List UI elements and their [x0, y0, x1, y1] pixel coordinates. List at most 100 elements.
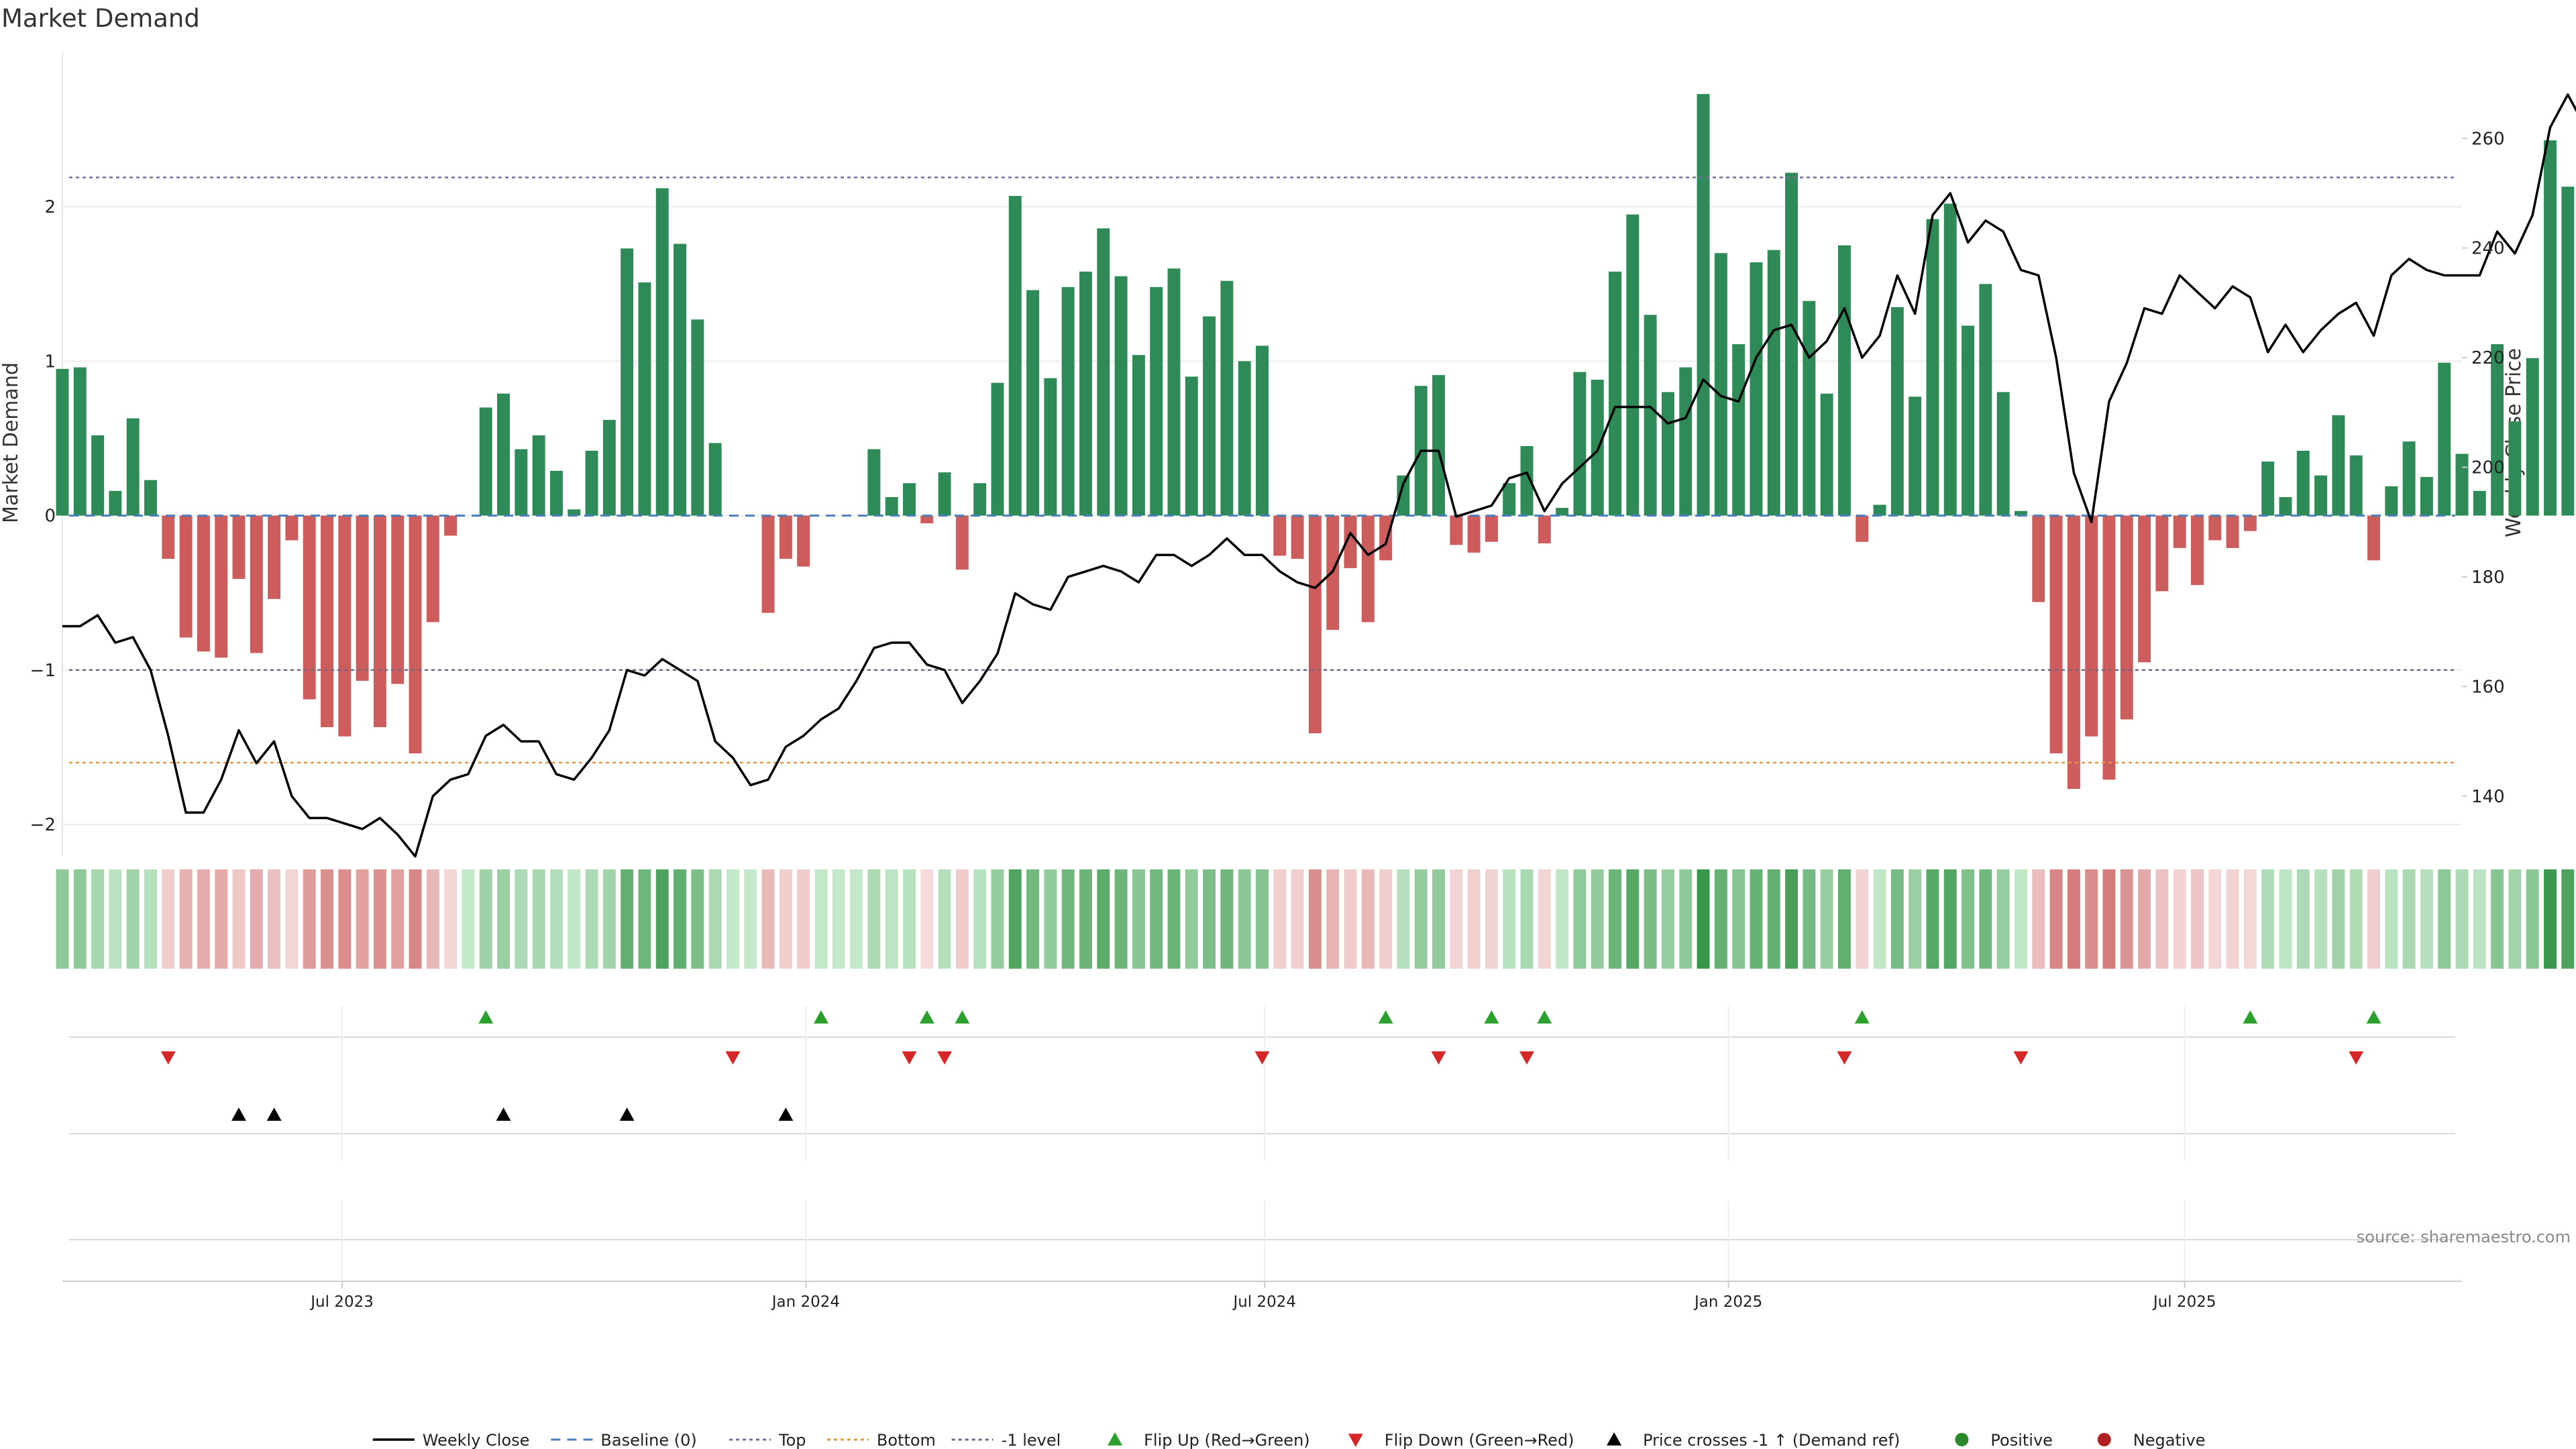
heat-cell — [568, 869, 581, 969]
demand-bar — [2226, 515, 2239, 548]
demand-bar — [1256, 345, 1269, 516]
heat-cell — [2314, 869, 2328, 969]
heat-cell — [2455, 869, 2469, 969]
heat-cell — [1520, 869, 1534, 969]
price-cross-marker — [231, 1108, 247, 1121]
heat-cell — [1609, 869, 1621, 969]
heat-cell — [2402, 869, 2416, 969]
legend-label: -1 level — [1002, 1431, 1061, 1449]
demand-bar — [73, 367, 87, 516]
flip-down-marker — [1519, 1051, 1535, 1065]
heat-cell — [2349, 869, 2363, 969]
demand-bar — [920, 515, 934, 524]
demand-bar — [2173, 515, 2186, 548]
legend-label: Flip Up (Red→Green) — [1144, 1431, 1310, 1449]
legend-swatch — [1108, 1432, 1123, 1446]
heat-cell — [638, 869, 651, 969]
demand-bar — [1379, 515, 1393, 561]
flip-down-marker — [902, 1051, 917, 1065]
legend-item-weekly_close: Weekly Close — [372, 1431, 529, 1449]
flip-down-marker — [160, 1051, 176, 1065]
demand-bar — [2385, 486, 2398, 516]
demand-bar — [1626, 214, 1640, 516]
heat-cell — [850, 869, 863, 969]
heat-cell — [444, 869, 458, 969]
heat-cell — [126, 869, 140, 969]
demand-bar — [1273, 515, 1287, 556]
heat-cell — [2438, 869, 2451, 969]
demand-bar — [1943, 203, 1957, 516]
demand-bar — [885, 496, 898, 516]
demand-bar — [1837, 245, 1851, 516]
demand-bar — [2067, 515, 2080, 790]
demand-bar — [1750, 262, 1763, 516]
heat-cell — [2226, 869, 2239, 969]
price-cross-marker — [496, 1108, 511, 1121]
heat-cell — [1873, 869, 1886, 969]
demand-bars — [56, 94, 2575, 790]
heat-cell — [2243, 869, 2257, 969]
demand-bar — [2049, 515, 2063, 754]
heat-cell — [1256, 869, 1269, 969]
heat-cell — [1767, 869, 1780, 969]
demand-bar — [2455, 453, 2469, 516]
demand-bar — [515, 449, 528, 516]
y2-tick-label: 140 — [2471, 787, 2505, 807]
demand-bar — [1132, 355, 1145, 516]
demand-bar — [1520, 445, 1534, 516]
demand-bar — [1114, 276, 1128, 516]
demand-bar — [1203, 316, 1216, 516]
y-tick-label: −2 — [30, 815, 56, 835]
legend-label: Positive — [1990, 1431, 2053, 1449]
heat-cell — [1203, 869, 1216, 969]
demand-bar — [1167, 268, 1181, 516]
demand-bar — [761, 515, 775, 613]
heat-cell — [1538, 869, 1551, 969]
heat-cell — [1167, 869, 1181, 969]
heat-cell — [373, 869, 386, 969]
y2-tick-label: 180 — [2471, 568, 2505, 588]
y-tick-label: −1 — [30, 661, 56, 681]
demand-bar — [2420, 477, 2433, 516]
heat-cell — [268, 869, 281, 969]
heat-cell — [391, 869, 405, 969]
demand-bar — [1926, 219, 1939, 516]
demand-bar — [991, 382, 1004, 516]
heat-cell — [674, 869, 687, 969]
heat-cell — [2544, 869, 2557, 969]
heat-cell — [2296, 869, 2310, 969]
heat-cell — [2191, 869, 2204, 969]
demand-bar — [1909, 396, 1922, 516]
flip-up-marker — [1378, 1010, 1393, 1024]
demand-bar — [568, 509, 581, 516]
heat-cell — [338, 869, 352, 969]
demand-bar — [91, 435, 105, 516]
flip-up-marker — [813, 1010, 828, 1024]
demand-bar — [1556, 508, 1569, 516]
heat-cell — [2208, 869, 2222, 969]
heat-cell — [885, 869, 898, 969]
price-cross-marker — [619, 1108, 635, 1121]
demand-bar — [708, 443, 722, 516]
heat-cell — [938, 869, 951, 969]
demand-bar — [621, 248, 634, 516]
demand-bar — [409, 515, 422, 754]
heat-cell — [1644, 869, 1657, 969]
demand-bar — [2491, 344, 2504, 516]
demand-bar — [1538, 515, 1551, 544]
heat-cell — [726, 869, 739, 969]
heat-cell — [1890, 869, 1904, 969]
demand-bar — [1661, 392, 1674, 516]
price-cross-marker — [266, 1108, 282, 1121]
heat-cell — [73, 869, 87, 969]
flip-up-marker — [478, 1010, 494, 1024]
heat-cell — [162, 869, 175, 969]
heat-cell — [91, 869, 105, 969]
demand-bar — [602, 419, 616, 516]
heat-cell — [832, 869, 845, 969]
y2-tick-label: 160 — [2471, 677, 2505, 697]
flip-down-marker — [1431, 1051, 1446, 1065]
heat-cell — [797, 869, 810, 969]
demand-bar — [1344, 515, 1357, 568]
